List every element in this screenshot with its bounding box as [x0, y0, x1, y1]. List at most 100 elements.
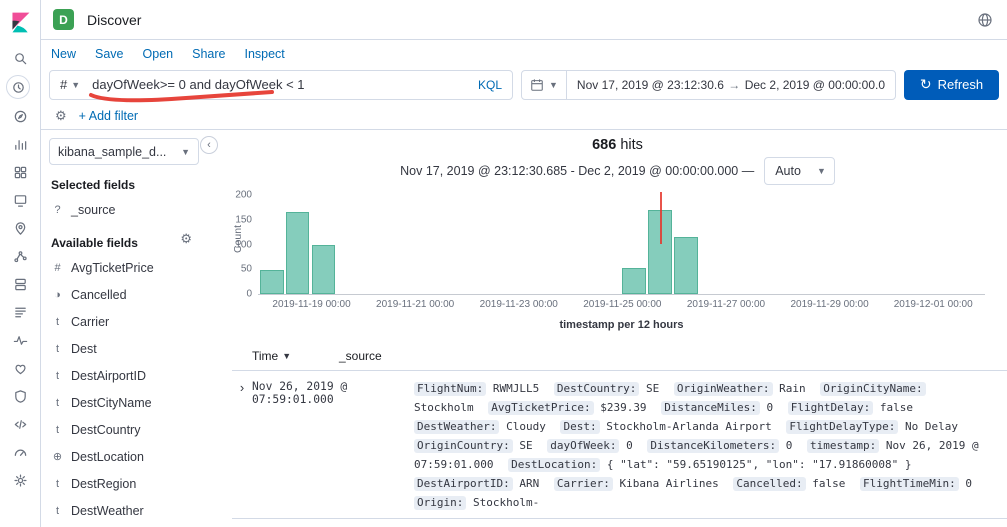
- canvas-icon[interactable]: [6, 186, 34, 214]
- source-field-key: DestLocation:: [508, 458, 601, 472]
- source-field-value: Stockholm: [414, 401, 474, 414]
- source-field-key: FlightTimeMin:: [860, 477, 959, 491]
- collapse-sidebar-button[interactable]: ‹: [200, 136, 218, 154]
- source-field-value: Nov 26, 2019 @ 07:59:01.000: [414, 439, 979, 471]
- histogram-bar[interactable]: [674, 237, 698, 294]
- search-icon[interactable]: [6, 44, 34, 72]
- menu-save[interactable]: Save: [95, 46, 124, 61]
- maps-icon[interactable]: [6, 214, 34, 242]
- y-tick-label: 150: [235, 214, 252, 226]
- kibana-logo[interactable]: [0, 0, 41, 44]
- field-Dest[interactable]: t Dest: [49, 335, 220, 362]
- menu-open[interactable]: Open: [142, 46, 174, 61]
- field-DestCityName[interactable]: t DestCityName: [49, 389, 220, 416]
- source-field-value: ARN: [512, 477, 540, 490]
- histogram-chart[interactable]: Count 0 50 100 150 200 2019-11-19 00:00 2019-1…: [232, 190, 997, 331]
- menu-inspect[interactable]: Inspect: [244, 46, 285, 61]
- uptime-icon[interactable]: [6, 354, 34, 382]
- add-filter-link[interactable]: + Add filter: [78, 108, 139, 123]
- filter-settings-gear-icon[interactable]: ⚙: [55, 107, 67, 123]
- query-language-button[interactable]: KQL: [477, 77, 502, 92]
- visualize-icon[interactable]: [6, 130, 34, 158]
- source-field-key: OriginWeather:: [673, 382, 773, 396]
- source-field-key: Dest:: [560, 420, 600, 434]
- field-DestCountry[interactable]: t DestCountry: [49, 416, 220, 443]
- field-name: Carrier: [71, 314, 110, 329]
- stack-monitoring-icon[interactable]: [6, 438, 34, 466]
- source-column-header: _source: [339, 349, 382, 363]
- string-type-icon: t: [55, 477, 60, 490]
- dashboard-icon[interactable]: [6, 158, 34, 186]
- menu-new[interactable]: New: [51, 46, 77, 61]
- date-range-picker: ▼ Nov 17, 2019 @ 23:12:30.6 → Dec 2, 201…: [521, 69, 896, 100]
- field-name: Dest: [71, 341, 97, 356]
- source-cell: FlightNum: RWMJLL5 DestCountry: SE Origi…: [414, 379, 1007, 512]
- query-input[interactable]: dayOfWeek>= 0 and dayOfWeek < 1: [92, 77, 305, 92]
- source-field-value: Rain: [772, 382, 806, 395]
- source-field-key: DistanceKilometers:: [647, 439, 780, 453]
- arrow-right-icon: →: [728, 77, 741, 92]
- page-title: Discover: [87, 11, 142, 28]
- dev-tools-icon[interactable]: [6, 410, 34, 438]
- number-type-icon: #: [54, 261, 61, 274]
- y-tick-label: 50: [240, 263, 252, 275]
- discover-icon[interactable]: [6, 102, 34, 130]
- field-settings-gear-icon[interactable]: ⚙: [180, 230, 192, 246]
- field-DestLocation[interactable]: ⊕ DestLocation: [49, 443, 220, 470]
- time-header-label: Time: [252, 349, 279, 363]
- help-icon[interactable]: [977, 12, 993, 28]
- machine-learning-icon[interactable]: [6, 242, 34, 270]
- histogram-bar[interactable]: [311, 244, 336, 294]
- string-type-icon: t: [55, 369, 60, 382]
- source-field-key: Cancelled:: [733, 477, 806, 491]
- field-AvgTicketPrice[interactable]: # AvgTicketPrice: [49, 254, 220, 281]
- source-field-value: 0: [619, 439, 633, 452]
- histogram-bar[interactable]: [259, 270, 284, 294]
- expand-row-button[interactable]: ›: [239, 380, 245, 395]
- field-DestWeather[interactable]: t DestWeather: [49, 497, 220, 524]
- field-Cancelled[interactable]: ◑ Cancelled: [49, 281, 220, 308]
- source-field-value: { "lat": "59.65190125", "lon": "17.91860…: [600, 458, 912, 471]
- histogram-bar[interactable]: [622, 268, 647, 294]
- x-tick-label: 2019-12-01 00:00: [893, 299, 973, 310]
- siem-icon[interactable]: [6, 382, 34, 410]
- source-field-key: DestAirportID:: [414, 477, 513, 491]
- string-type-icon: t: [55, 396, 60, 409]
- chevron-down-icon: ▼: [181, 146, 190, 157]
- infrastructure-icon[interactable]: [6, 270, 34, 298]
- logs-icon[interactable]: [6, 298, 34, 326]
- string-type-icon: t: [55, 504, 60, 517]
- y-tick-label: 200: [235, 189, 252, 201]
- source-field-value: $239.39: [593, 401, 647, 414]
- field-DestRegion[interactable]: t DestRegion: [49, 470, 220, 497]
- field-_source[interactable]: ? _source: [49, 196, 220, 223]
- space-badge[interactable]: D: [53, 9, 74, 30]
- nav-rail: [0, 0, 41, 527]
- filter-bar: ⚙ + Add filter: [41, 102, 1007, 130]
- refresh-button[interactable]: ↻ Refresh: [904, 69, 999, 100]
- hits-count: 686: [592, 137, 617, 153]
- menu-share[interactable]: Share: [192, 46, 226, 61]
- interval-select[interactable]: Auto ▼: [764, 157, 835, 185]
- field-DestAirportID[interactable]: t DestAirportID: [49, 362, 220, 389]
- source-field-value: 0: [958, 477, 972, 490]
- index-pattern-select[interactable]: kibana_sample_d... ▼: [49, 138, 199, 165]
- recently-viewed-icon[interactable]: [6, 75, 30, 99]
- calendar-dropdown-button[interactable]: ▼: [522, 70, 567, 99]
- chart-plot-area[interactable]: 0 50 100 150 200 2019-11-19 00:00 2019-11-21 0…: [235, 190, 985, 310]
- table-header-row: Time ▼ _source: [232, 344, 1007, 371]
- interval-value: Auto: [775, 164, 801, 178]
- red-marker-annotation: [660, 192, 663, 244]
- histogram-bar[interactable]: [285, 212, 310, 294]
- x-tick-label: 2019-11-29 00:00: [790, 299, 869, 310]
- x-tick-label: 2019-11-19 00:00: [272, 299, 351, 310]
- date-to[interactable]: Dec 2, 2019 @ 00:00:00.0: [744, 77, 885, 92]
- time-column-header[interactable]: Time ▼: [252, 349, 339, 363]
- source-field-key: Carrier:: [553, 477, 613, 491]
- field-filter-button[interactable]: # ▼: [60, 77, 80, 92]
- field-Carrier[interactable]: t Carrier: [49, 308, 220, 335]
- management-icon[interactable]: [6, 466, 34, 494]
- source-field-value: No Delay: [898, 420, 958, 433]
- date-from[interactable]: Nov 17, 2019 @ 23:12:30.6: [576, 77, 724, 92]
- apm-icon[interactable]: [6, 326, 34, 354]
